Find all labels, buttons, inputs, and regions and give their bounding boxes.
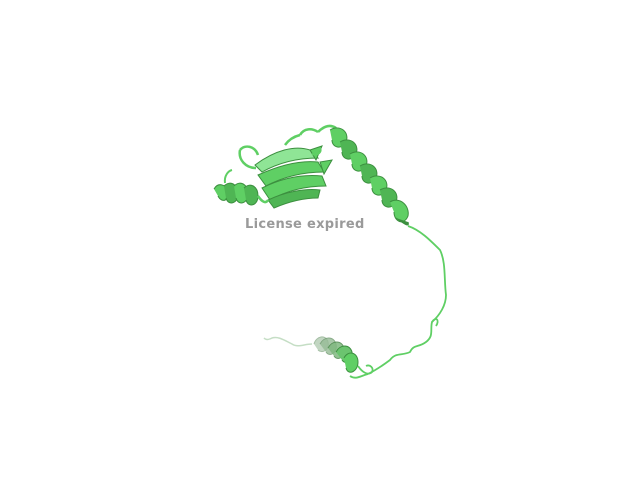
- beta-sheet-domain: [238, 128, 333, 209]
- flexible-loop: [349, 225, 447, 379]
- n-terminal-helix: [213, 169, 270, 206]
- c-terminal-helix: [263, 336, 374, 375]
- long-helix: [317, 124, 409, 226]
- license-watermark: License expired: [245, 217, 365, 232]
